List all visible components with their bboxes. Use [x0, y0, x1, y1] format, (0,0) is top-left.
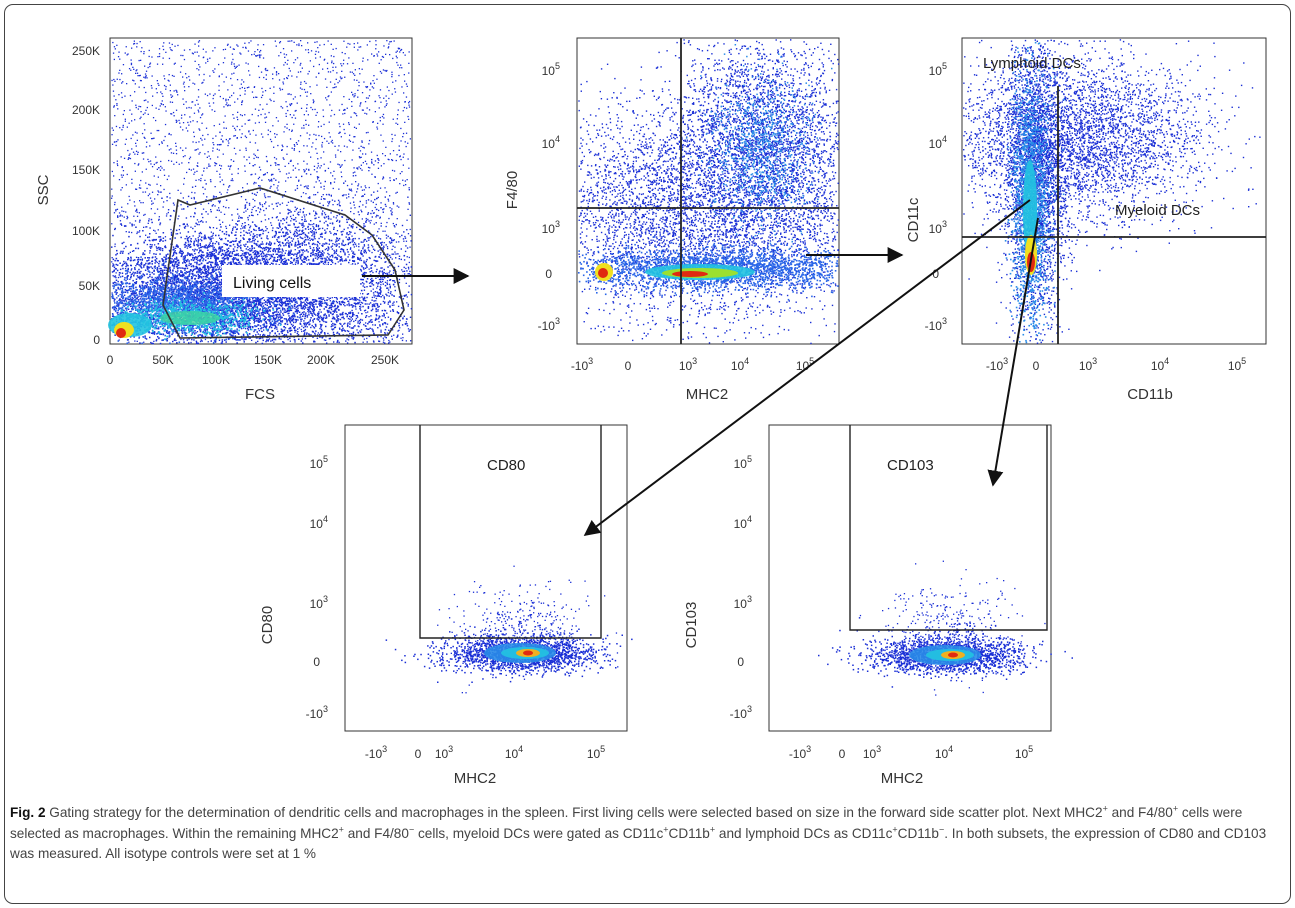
plot-frame	[344, 424, 628, 732]
plot-frame	[961, 37, 1267, 345]
scatter-dots	[818, 560, 1073, 696]
tick-label: 0	[313, 655, 320, 669]
tick-label: 103	[679, 356, 697, 373]
tick-label: 105	[587, 744, 605, 761]
tick-label: 104	[731, 356, 749, 373]
tick-label: 103	[929, 219, 947, 236]
tick-label: 104	[935, 744, 953, 761]
lymphoid-dcs-label: Lymphoid DCs	[983, 55, 1081, 72]
gate-label: CD80	[487, 457, 525, 474]
tick-label: 105	[734, 454, 752, 471]
tick-label: 103	[435, 744, 453, 761]
scatter-dots	[963, 39, 1261, 344]
myeloid-dcs-label: Myeloid DCs	[1115, 202, 1200, 219]
arrow-to-cd80	[583, 199, 1031, 536]
gate-label: Living cells	[233, 275, 311, 292]
tick-label: -103	[986, 356, 1008, 373]
tick-label: -103	[789, 744, 811, 761]
x-axis-label: FCS	[245, 386, 275, 403]
tick-label: 105	[542, 61, 560, 78]
x-axis-label: MHC2	[881, 770, 924, 787]
tick-label: 105	[929, 61, 947, 78]
tick-label: 200K	[72, 103, 100, 117]
tick-label: -103	[571, 356, 593, 373]
cd103-gate	[849, 425, 1048, 631]
tick-label: 0	[839, 747, 846, 761]
gate-label: CD103	[887, 457, 934, 474]
scatter-dots	[385, 565, 633, 694]
tick-label: -103	[925, 316, 947, 333]
x-axis-label: MHC2	[454, 770, 497, 787]
tick-label: 105	[310, 454, 328, 471]
tick-label: 50K	[79, 279, 100, 293]
tick-label: 0	[932, 267, 939, 281]
tick-label: 100K	[202, 353, 230, 367]
tick-label: 103	[1079, 356, 1097, 373]
tick-label: -103	[306, 704, 328, 721]
tick-label: 0	[415, 747, 422, 761]
panel-cd11c-cd11b: Lymphoid DCs Myeloid DCs -103 0 103 104 105 1…	[905, 37, 1267, 403]
y-axis-label: CD11c	[905, 197, 922, 242]
tick-label: 150K	[72, 163, 100, 177]
tick-label: -103	[730, 704, 752, 721]
tick-label: 103	[863, 744, 881, 761]
tick-label: 100K	[72, 224, 100, 238]
y-axis-label: F4/80	[504, 171, 521, 209]
tick-label: 250K	[371, 353, 399, 367]
tick-label: 0	[737, 655, 744, 669]
x-axis-label: CD11b	[1127, 386, 1173, 403]
tick-label: 104	[310, 514, 328, 531]
tick-label: 105	[1228, 356, 1246, 373]
tick-label: 0	[1033, 359, 1040, 373]
tick-label: 0	[545, 267, 552, 281]
tick-label: 103	[734, 594, 752, 611]
gating-figure: Living cells 0 50K 100K 150K 200K 250K 0…	[35, 37, 1267, 787]
y-axis-label: SSC	[35, 174, 52, 205]
tick-label: 0	[107, 353, 114, 367]
tick-label: 104	[1151, 356, 1169, 373]
arrow-to-cd103	[987, 217, 1039, 487]
y-axis-label: CD80	[259, 606, 276, 644]
tick-label: 0	[625, 359, 632, 373]
plot-frame	[768, 424, 1052, 732]
tick-label: 103	[310, 594, 328, 611]
flow-arrows	[362, 199, 1039, 536]
gate-label-box	[222, 265, 360, 297]
figure-caption: Fig. 2 Gating strategy for the determina…	[10, 803, 1285, 865]
tick-label: 50K	[152, 353, 173, 367]
tick-label: 0	[93, 333, 100, 347]
tick-label: 104	[542, 134, 560, 151]
tick-label: -103	[365, 744, 387, 761]
tick-label: 250K	[72, 44, 100, 58]
tick-label: 150K	[254, 353, 282, 367]
tick-label: 105	[1015, 744, 1033, 761]
tick-label: 104	[505, 744, 523, 761]
panel-fsc-ssc: Living cells 0 50K 100K 150K 200K 250K 0…	[35, 37, 413, 403]
tick-label: 103	[542, 219, 560, 236]
x-axis-label: MHC2	[686, 386, 729, 403]
y-axis-label: CD103	[683, 602, 700, 649]
caption-label: Fig. 2	[10, 805, 46, 820]
tick-label: -103	[538, 316, 560, 333]
panel-cd80-mhc2: CD80 -103 0 103 104 105 105 104 103 0 -103 MHC2 C…	[259, 424, 633, 787]
tick-label: 200K	[307, 353, 335, 367]
tick-label: 104	[929, 134, 947, 151]
living-cells-gate	[162, 187, 405, 339]
tick-label: 104	[734, 514, 752, 531]
